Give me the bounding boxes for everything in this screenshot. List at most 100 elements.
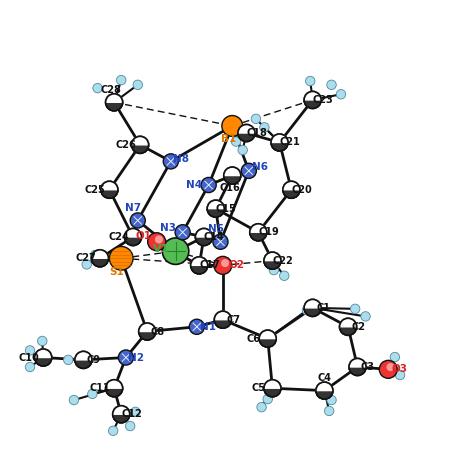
Text: B1: B1 bbox=[221, 134, 236, 144]
Wedge shape bbox=[238, 125, 255, 133]
Text: C7: C7 bbox=[226, 315, 240, 325]
Wedge shape bbox=[106, 388, 123, 397]
Circle shape bbox=[118, 350, 134, 365]
Text: C28: C28 bbox=[101, 85, 122, 95]
Wedge shape bbox=[196, 228, 212, 237]
Circle shape bbox=[91, 250, 109, 267]
Text: N4: N4 bbox=[186, 180, 202, 190]
Circle shape bbox=[336, 90, 346, 99]
Wedge shape bbox=[349, 359, 366, 367]
Wedge shape bbox=[214, 311, 231, 319]
Circle shape bbox=[133, 80, 143, 90]
Text: C25: C25 bbox=[85, 185, 106, 195]
Circle shape bbox=[126, 421, 135, 431]
Text: C16: C16 bbox=[219, 183, 240, 193]
Circle shape bbox=[201, 177, 216, 192]
Circle shape bbox=[117, 75, 126, 85]
Text: N3: N3 bbox=[160, 224, 175, 234]
Circle shape bbox=[222, 116, 243, 137]
Circle shape bbox=[260, 123, 269, 132]
Wedge shape bbox=[125, 228, 141, 237]
Wedge shape bbox=[224, 167, 241, 175]
Circle shape bbox=[214, 311, 231, 328]
Circle shape bbox=[139, 323, 156, 340]
Circle shape bbox=[264, 252, 281, 269]
Text: O1: O1 bbox=[136, 231, 151, 241]
Text: C11: C11 bbox=[90, 383, 110, 393]
Wedge shape bbox=[191, 257, 208, 265]
Circle shape bbox=[214, 256, 232, 274]
Wedge shape bbox=[75, 352, 92, 360]
Circle shape bbox=[148, 233, 165, 251]
Wedge shape bbox=[316, 391, 333, 399]
Text: C4: C4 bbox=[318, 374, 331, 383]
Text: N7: N7 bbox=[125, 203, 141, 213]
Circle shape bbox=[25, 362, 35, 372]
Text: C12: C12 bbox=[121, 409, 142, 419]
Circle shape bbox=[304, 91, 321, 109]
Text: C22: C22 bbox=[273, 255, 293, 265]
Wedge shape bbox=[304, 91, 321, 100]
Wedge shape bbox=[264, 388, 281, 397]
Text: C24: C24 bbox=[109, 232, 129, 242]
Circle shape bbox=[75, 351, 92, 368]
Circle shape bbox=[131, 407, 140, 417]
Text: C17: C17 bbox=[199, 260, 220, 270]
Circle shape bbox=[224, 167, 241, 184]
Circle shape bbox=[37, 336, 47, 346]
Wedge shape bbox=[264, 252, 281, 261]
Circle shape bbox=[101, 181, 118, 198]
Circle shape bbox=[349, 358, 366, 375]
Circle shape bbox=[251, 114, 261, 124]
Circle shape bbox=[241, 163, 256, 178]
Circle shape bbox=[175, 225, 190, 240]
Circle shape bbox=[327, 395, 336, 405]
Circle shape bbox=[302, 306, 312, 315]
Wedge shape bbox=[264, 261, 281, 269]
Text: N1: N1 bbox=[200, 322, 216, 332]
Wedge shape bbox=[224, 175, 241, 184]
Circle shape bbox=[306, 76, 315, 86]
Text: C10: C10 bbox=[18, 353, 39, 363]
Circle shape bbox=[162, 238, 189, 264]
Wedge shape bbox=[101, 190, 118, 198]
Circle shape bbox=[109, 426, 118, 436]
Wedge shape bbox=[271, 134, 288, 143]
Circle shape bbox=[106, 94, 123, 111]
Wedge shape bbox=[91, 250, 108, 258]
Circle shape bbox=[64, 355, 73, 365]
Circle shape bbox=[25, 346, 35, 355]
Circle shape bbox=[280, 271, 289, 281]
Wedge shape bbox=[132, 145, 149, 154]
Wedge shape bbox=[340, 319, 356, 327]
Circle shape bbox=[259, 330, 276, 347]
Text: C18: C18 bbox=[246, 128, 267, 138]
Circle shape bbox=[69, 395, 79, 405]
Wedge shape bbox=[106, 380, 122, 388]
Wedge shape bbox=[208, 201, 224, 209]
Wedge shape bbox=[283, 182, 300, 190]
Wedge shape bbox=[304, 300, 321, 308]
Wedge shape bbox=[106, 94, 122, 102]
Wedge shape bbox=[35, 357, 52, 366]
Wedge shape bbox=[91, 258, 109, 267]
Text: C26: C26 bbox=[116, 140, 137, 150]
Wedge shape bbox=[304, 100, 321, 109]
Wedge shape bbox=[259, 338, 276, 347]
Circle shape bbox=[264, 380, 281, 397]
Text: C15: C15 bbox=[216, 204, 237, 214]
Text: S1: S1 bbox=[109, 266, 124, 276]
Wedge shape bbox=[339, 327, 356, 335]
Text: C19: C19 bbox=[258, 227, 279, 237]
Circle shape bbox=[238, 146, 247, 155]
Circle shape bbox=[386, 363, 394, 371]
Circle shape bbox=[195, 228, 212, 246]
Text: N6: N6 bbox=[252, 162, 268, 172]
Wedge shape bbox=[283, 190, 300, 198]
Wedge shape bbox=[75, 360, 92, 368]
Wedge shape bbox=[316, 382, 333, 391]
Circle shape bbox=[238, 125, 255, 142]
Wedge shape bbox=[238, 133, 255, 142]
Text: C23: C23 bbox=[313, 95, 333, 105]
Circle shape bbox=[271, 134, 288, 151]
